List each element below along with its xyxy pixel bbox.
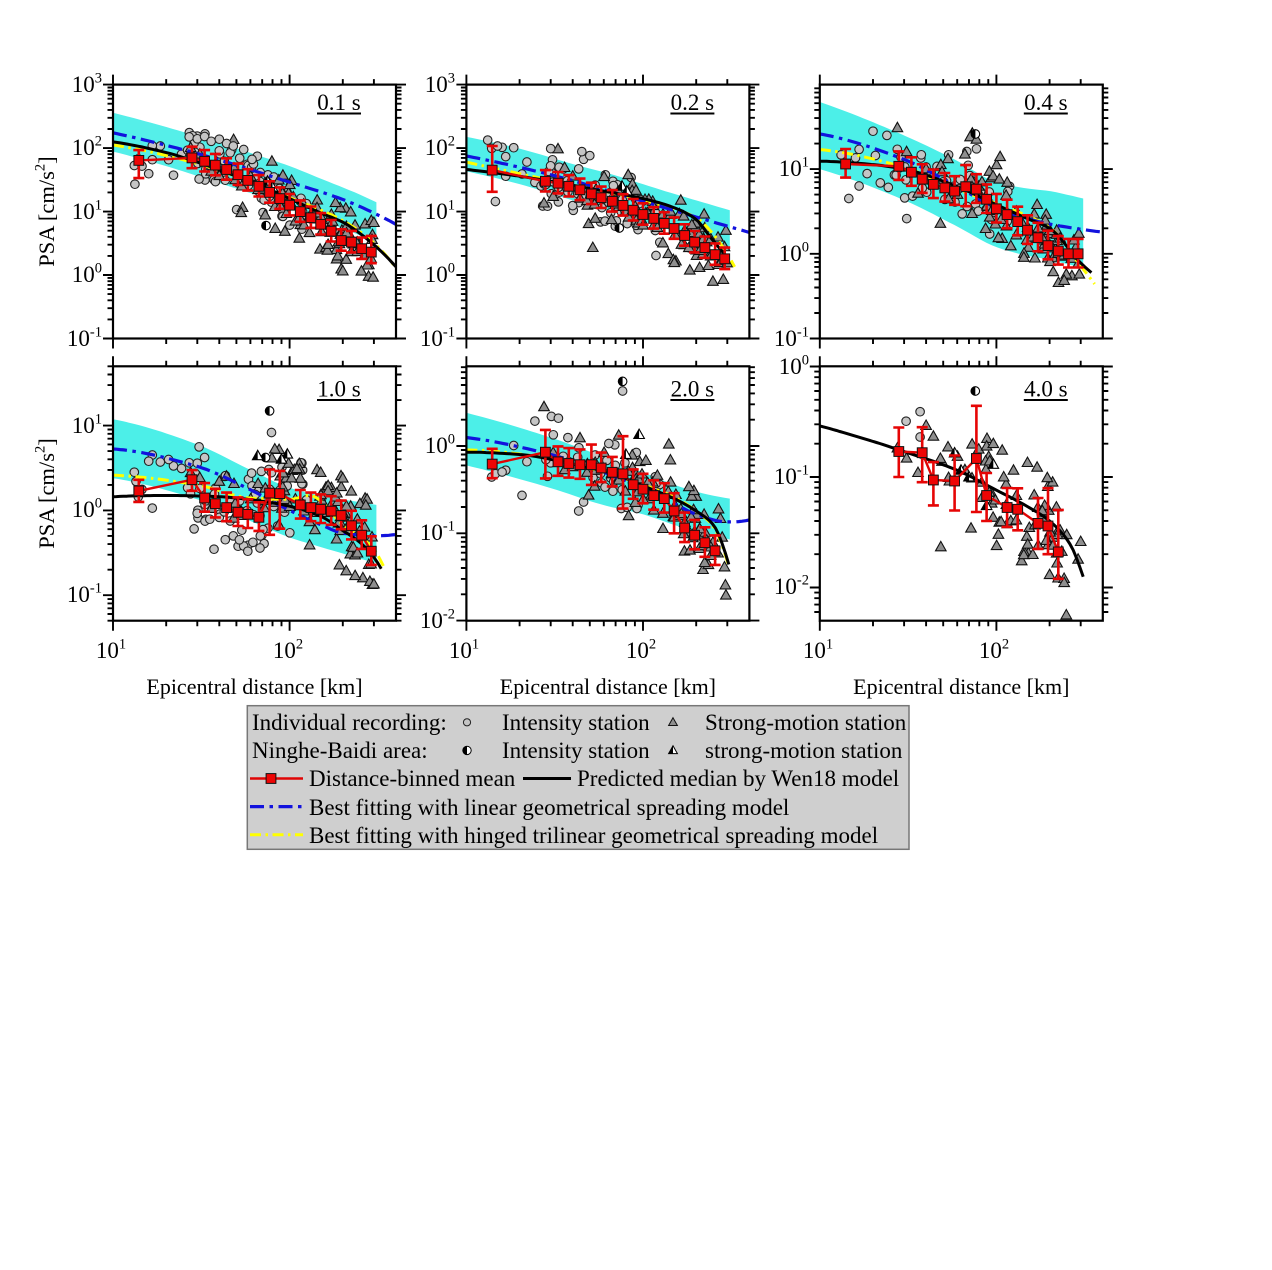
svg-text:2.0 s: 2.0 s bbox=[671, 377, 715, 402]
svg-text:Individual recording:: Individual recording: bbox=[252, 710, 447, 735]
svg-text:Predicted median by Wen18 mode: Predicted median by Wen18 model bbox=[577, 766, 899, 791]
svg-text:Strong-motion station: Strong-motion station bbox=[705, 710, 907, 735]
svg-text:0.2 s: 0.2 s bbox=[671, 90, 715, 115]
svg-text:0.1 s: 0.1 s bbox=[317, 90, 361, 115]
svg-text:4.0 s: 4.0 s bbox=[1024, 377, 1068, 402]
svg-text:10-1: 10-1 bbox=[420, 325, 455, 352]
svg-text:strong-motion station: strong-motion station bbox=[705, 738, 903, 763]
svg-text:Epicentral distance [km]: Epicentral distance [km] bbox=[500, 674, 716, 699]
svg-text:101: 101 bbox=[803, 637, 833, 664]
svg-text:Ninghe-Baidi area:: Ninghe-Baidi area: bbox=[252, 738, 428, 763]
svg-text:PSA [cm/s2]: PSA [cm/s2] bbox=[33, 438, 60, 548]
svg-text:Best fitting with hinged trili: Best fitting with hinged trilinear geome… bbox=[309, 823, 878, 848]
svg-text:102: 102 bbox=[626, 637, 656, 664]
svg-text:10-2: 10-2 bbox=[774, 573, 809, 600]
svg-text:100: 100 bbox=[72, 496, 102, 523]
svg-text:PSA [cm/s2]: PSA [cm/s2] bbox=[33, 156, 60, 266]
svg-text:Epicentral distance [km]: Epicentral distance [km] bbox=[146, 674, 362, 699]
svg-text:Intensity station: Intensity station bbox=[502, 710, 650, 735]
svg-text:0.4 s: 0.4 s bbox=[1024, 90, 1068, 115]
svg-text:1.0 s: 1.0 s bbox=[317, 377, 361, 402]
svg-text:Distance-binned mean: Distance-binned mean bbox=[309, 766, 516, 791]
svg-text:Best fitting with linear geome: Best fitting with linear geometrical spr… bbox=[309, 795, 789, 820]
svg-text:Intensity station: Intensity station bbox=[502, 738, 650, 763]
svg-text:Epicentral distance [km]: Epicentral distance [km] bbox=[853, 674, 1069, 699]
